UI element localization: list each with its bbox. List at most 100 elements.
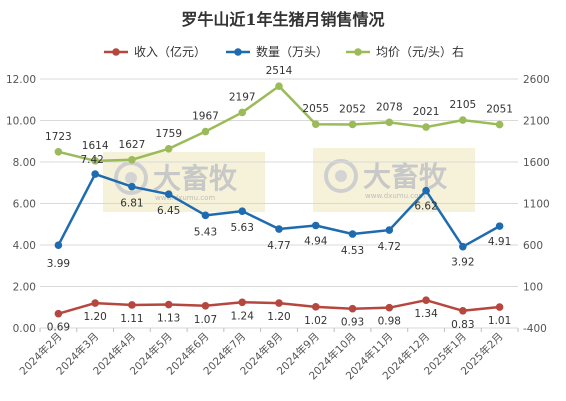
- legend-marker: [234, 48, 242, 56]
- legend-label: 均价（元/头）右: [376, 44, 464, 59]
- data-point: [311, 303, 320, 311]
- data-label: 1.20: [267, 311, 290, 323]
- y-right-tick-label: 1100: [523, 199, 550, 211]
- data-point: [275, 299, 283, 307]
- y-left-tick-label: 8.00: [13, 157, 36, 169]
- data-point: [238, 298, 247, 307]
- legend-item-1: 数量（万头）: [226, 44, 328, 59]
- data-label: 5.43: [194, 226, 217, 238]
- watermark-logo-dot: [335, 170, 347, 182]
- data-label: 1.07: [194, 314, 217, 326]
- data-point: [128, 155, 136, 164]
- data-point: [164, 145, 173, 153]
- series-group: 0.69 1.20 1.11 1.13 1.07 1.24 1.20 1.02 0.93 0.98…: [45, 65, 513, 334]
- series-2: [54, 82, 504, 165]
- legend-item-2: 均价（元/头）右: [346, 44, 464, 59]
- data-label: 1.34: [414, 308, 438, 320]
- series-1: [54, 170, 504, 251]
- data-point: [495, 303, 504, 311]
- data-point: [54, 309, 63, 318]
- data-label: 2021: [413, 106, 440, 118]
- data-label: 1627: [119, 139, 146, 151]
- data-label: 6.45: [157, 205, 180, 217]
- data-label: 2514: [266, 65, 293, 77]
- data-label: 1759: [155, 128, 182, 140]
- data-label: 2078: [376, 101, 403, 113]
- data-labels-0: 0.69 1.20 1.11 1.13 1.07 1.24 1.20 1.02 0.93 0.98…: [47, 308, 512, 333]
- x-axis: 2024年2月2024年3月2024年4月2024年5月2024年6月2024年…: [17, 328, 519, 382]
- legend-item-0: 收入（亿元）: [104, 44, 206, 59]
- data-point: [348, 120, 357, 129]
- data-label: 0.69: [47, 322, 70, 334]
- data-label: 4.94: [304, 235, 328, 247]
- data-label: 4.72: [378, 241, 401, 253]
- data-label: 2197: [229, 91, 256, 103]
- data-label: 4.77: [267, 240, 290, 252]
- data-point: [164, 190, 173, 198]
- legend: 收入（亿元） 数量（万头） 均价（元/头）右: [104, 44, 464, 59]
- data-point: [91, 170, 99, 178]
- data-point: [91, 299, 99, 307]
- data-point: [385, 118, 394, 127]
- y-right-tick-label: -400: [523, 323, 547, 335]
- watermark-text: 大畜牧: [153, 162, 238, 195]
- data-point: [385, 303, 394, 312]
- data-point: [348, 304, 357, 313]
- y-left-tick-label: 4.00: [13, 240, 36, 252]
- data-point: [348, 230, 357, 238]
- data-label: 1.02: [304, 315, 327, 327]
- legend-marker: [354, 48, 362, 56]
- data-point: [128, 182, 136, 191]
- data-label: 2052: [339, 103, 366, 115]
- data-label: 0.98: [378, 316, 401, 328]
- data-point: [201, 127, 210, 136]
- data-point: [275, 225, 283, 233]
- data-point: [128, 301, 136, 309]
- watermark-text: 大畜牧: [363, 160, 448, 193]
- watermark-url: www.dxumu.com: [365, 192, 425, 200]
- data-label: 0.83: [451, 319, 474, 331]
- y-axis-left: 0.00 2.00 4.00 6.00 8.00 10.00 12.00: [6, 74, 36, 335]
- data-point: [91, 157, 99, 165]
- legend-label: 收入（亿元）: [134, 44, 206, 59]
- data-label: 3.92: [451, 257, 474, 269]
- data-point: [459, 306, 467, 315]
- data-label: 1.01: [488, 315, 511, 327]
- data-point: [311, 221, 320, 230]
- watermark-logo-dot: [125, 172, 137, 184]
- data-point: [275, 82, 283, 90]
- y-left-tick-label: 12.00: [6, 74, 36, 86]
- data-label: 6.62: [414, 201, 437, 213]
- y-left-tick-label: 2.00: [13, 282, 36, 294]
- y-right-tick-label: 1600: [523, 157, 550, 169]
- data-label: 1.11: [120, 313, 143, 325]
- y-right-tick-label: 600: [523, 240, 543, 252]
- y-left-tick-label: 0.00: [13, 323, 36, 335]
- y-axis-right: -400 100 600 1100 1600 2100 2600: [523, 74, 550, 335]
- y-right-tick-label: 2100: [523, 116, 550, 128]
- data-label: 2105: [449, 99, 476, 111]
- data-point: [495, 222, 504, 230]
- data-label: 5.63: [231, 222, 254, 234]
- data-point: [238, 108, 247, 117]
- data-label: 1.13: [157, 313, 180, 325]
- data-label: 1723: [45, 131, 72, 143]
- data-point: [311, 120, 320, 129]
- data-label: 4.91: [488, 236, 511, 248]
- data-label: 0.93: [341, 317, 364, 329]
- data-point: [54, 147, 63, 156]
- data-point: [422, 186, 430, 195]
- data-label: 6.81: [120, 198, 143, 210]
- data-point: [54, 241, 63, 250]
- data-labels-1: 3.99 7.42 6.81 6.45 5.43 5.63 4.77 4.94 4.53 4.72…: [47, 154, 512, 270]
- data-label: 1.24: [231, 310, 255, 322]
- grid: [40, 78, 518, 329]
- legend-marker: [112, 48, 120, 56]
- y-left-tick-label: 6.00: [13, 199, 36, 211]
- data-point: [495, 120, 504, 129]
- data-point: [422, 296, 430, 304]
- data-label: 4.53: [341, 245, 364, 257]
- data-label: 2055: [302, 103, 329, 115]
- data-point: [422, 123, 430, 131]
